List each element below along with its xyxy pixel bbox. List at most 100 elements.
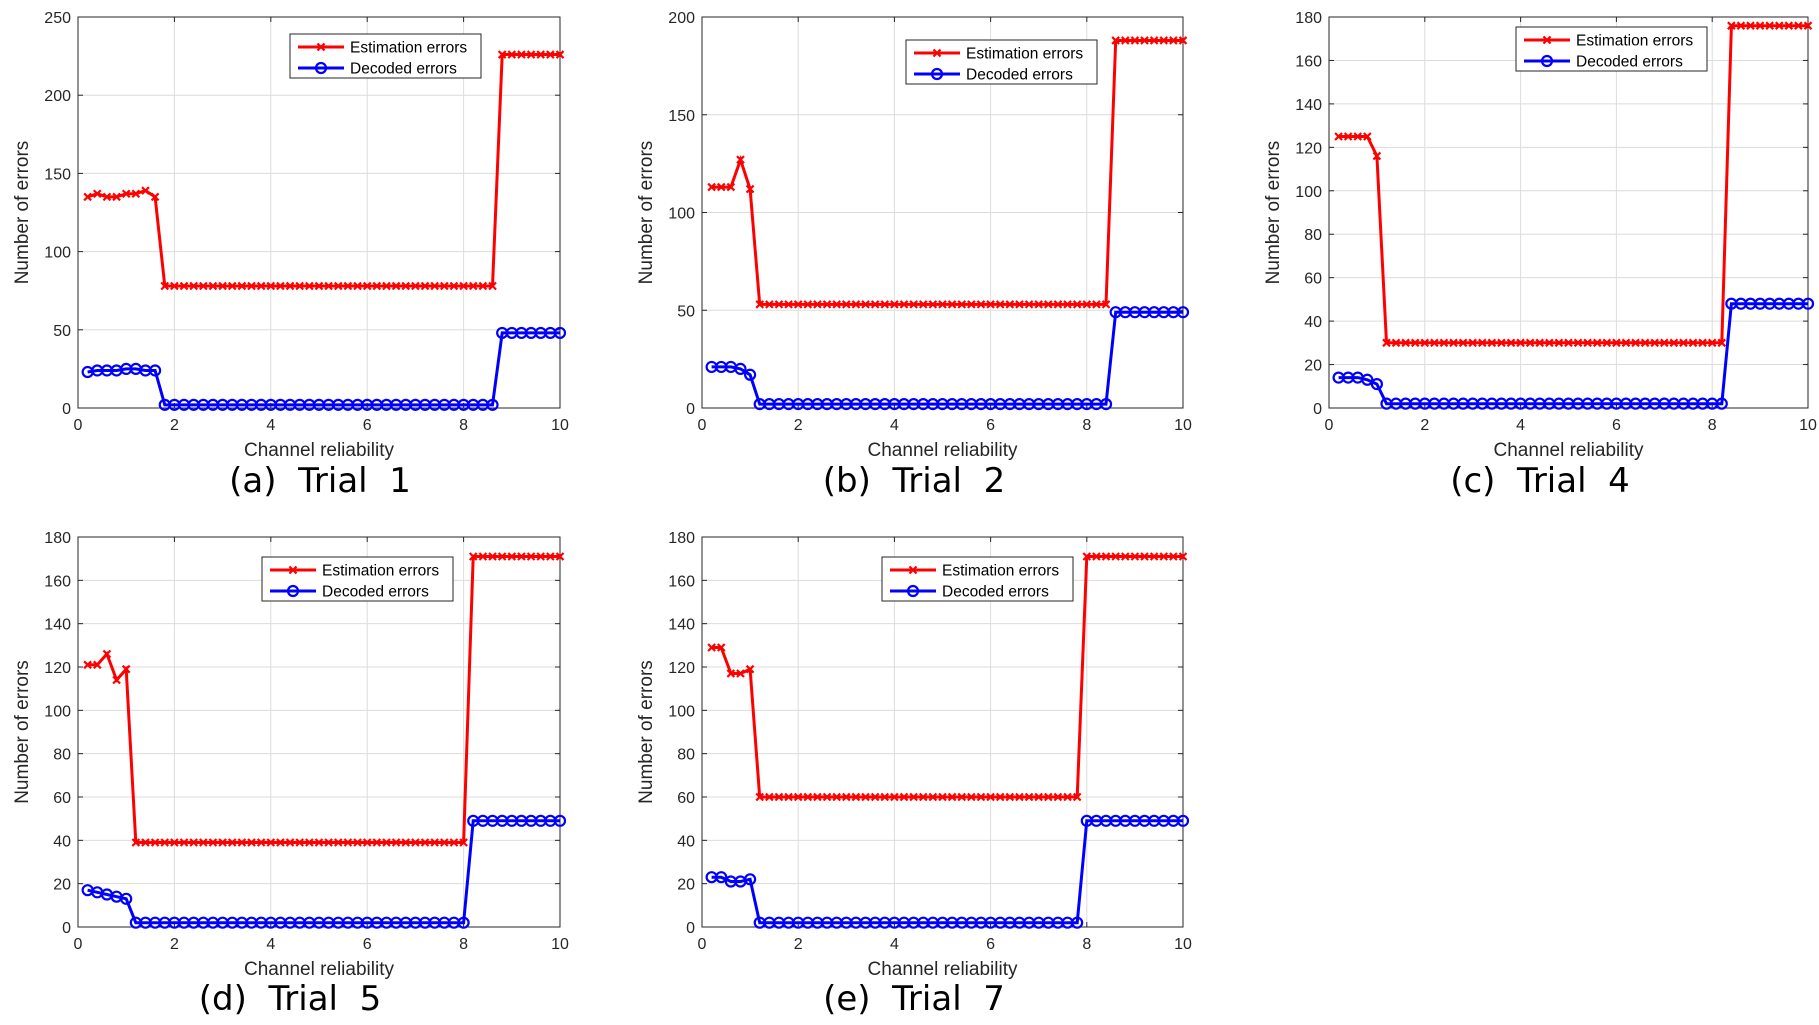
data-point [1401, 338, 1410, 348]
data-point [716, 182, 726, 192]
data-point [1430, 338, 1439, 348]
data-point [745, 664, 755, 674]
data-point [1015, 300, 1024, 309]
data-point [353, 838, 362, 847]
data-point [1024, 300, 1034, 309]
data-point [899, 300, 909, 309]
data-point [1005, 300, 1015, 309]
data-point [237, 281, 247, 291]
x-tick-label: 8 [459, 417, 468, 434]
data-point [928, 792, 938, 802]
data-point [1660, 338, 1669, 348]
y-tick-label: 0 [686, 920, 695, 937]
y-tick-label: 160 [668, 573, 695, 590]
data-point [457, 916, 470, 929]
legend-marker [932, 48, 942, 58]
data-point [1053, 300, 1063, 309]
data-point [1803, 21, 1813, 30]
data-point [83, 192, 92, 202]
data-point [995, 300, 1005, 309]
axes-box [1328, 16, 1809, 409]
data-point [449, 838, 459, 847]
data-point [1024, 792, 1034, 802]
data-point [1149, 552, 1159, 561]
data-point [93, 189, 102, 199]
data-point [208, 281, 218, 291]
x-axis-label: Channel reliability [244, 959, 394, 980]
data-point [1554, 338, 1564, 348]
data-point [1111, 552, 1120, 561]
data-point [401, 838, 411, 847]
data-point [1176, 306, 1190, 319]
data-point [247, 838, 256, 847]
data-point [382, 838, 391, 847]
data-point [715, 871, 728, 884]
data-point [1140, 36, 1149, 45]
y-tick-label: 160 [1295, 53, 1322, 70]
data-point [986, 792, 995, 802]
x-tick-label: 10 [1799, 417, 1817, 434]
legend-frame [1515, 26, 1708, 72]
data-point [707, 643, 716, 652]
data-point [774, 300, 784, 309]
data-point [149, 364, 162, 377]
data-point [1082, 300, 1092, 309]
data-point [1602, 338, 1612, 348]
data-point [420, 281, 430, 291]
data-point [440, 281, 449, 291]
data-point [1801, 297, 1815, 310]
panel-caption: (c) Trial 4 [1450, 461, 1630, 501]
series-line [711, 310, 1183, 406]
data-point [793, 300, 803, 309]
data-point [276, 838, 285, 847]
y-tick-label: 60 [1304, 271, 1322, 288]
panel-caption: (e) Trial 7 [823, 979, 1005, 1019]
data-point [736, 669, 745, 678]
series-decoded-errors [705, 306, 1190, 411]
data-point [1640, 338, 1650, 348]
legend: Estimation errors Decoded errors [1515, 26, 1708, 72]
data-point [726, 669, 736, 678]
y-tick-label: 0 [62, 401, 71, 418]
legend-marker [1542, 35, 1552, 45]
data-point [459, 838, 468, 847]
data-point [497, 50, 507, 59]
data-point [1746, 21, 1755, 30]
legend-label: Decoded errors [350, 61, 457, 78]
x-tick-label: 4 [266, 417, 275, 434]
y-tick-label: 20 [53, 877, 71, 894]
data-point [1621, 338, 1631, 348]
y-tick-label: 20 [677, 877, 695, 894]
data-point [468, 552, 478, 561]
data-point [227, 838, 237, 847]
data-point [1176, 814, 1190, 827]
y-tick-label: 0 [62, 920, 71, 937]
data-point [1099, 397, 1113, 411]
data-point [324, 838, 333, 847]
data-point [391, 838, 401, 847]
data-point [276, 281, 285, 291]
data-point [765, 792, 774, 802]
panel-caption: (b) Trial 2 [823, 461, 1005, 501]
legend-marker [906, 584, 920, 598]
y-tick-label: 180 [668, 530, 695, 547]
data-point [517, 552, 526, 561]
data-point [813, 792, 822, 802]
y-axis-label: Number of errors [636, 660, 657, 804]
data-point [918, 300, 928, 309]
data-point [1178, 36, 1188, 45]
data-point [1765, 21, 1774, 30]
series-estimation-errors [83, 552, 565, 847]
data-point [1063, 300, 1072, 309]
data-point [976, 792, 986, 802]
data-point [1631, 338, 1640, 348]
data-point [141, 838, 150, 847]
data-point [1478, 338, 1487, 348]
data-point [1391, 338, 1401, 348]
data-point [1525, 338, 1535, 348]
data-point [1573, 338, 1583, 348]
data-point [707, 182, 716, 192]
data-point [160, 838, 170, 847]
data-point [83, 660, 92, 670]
